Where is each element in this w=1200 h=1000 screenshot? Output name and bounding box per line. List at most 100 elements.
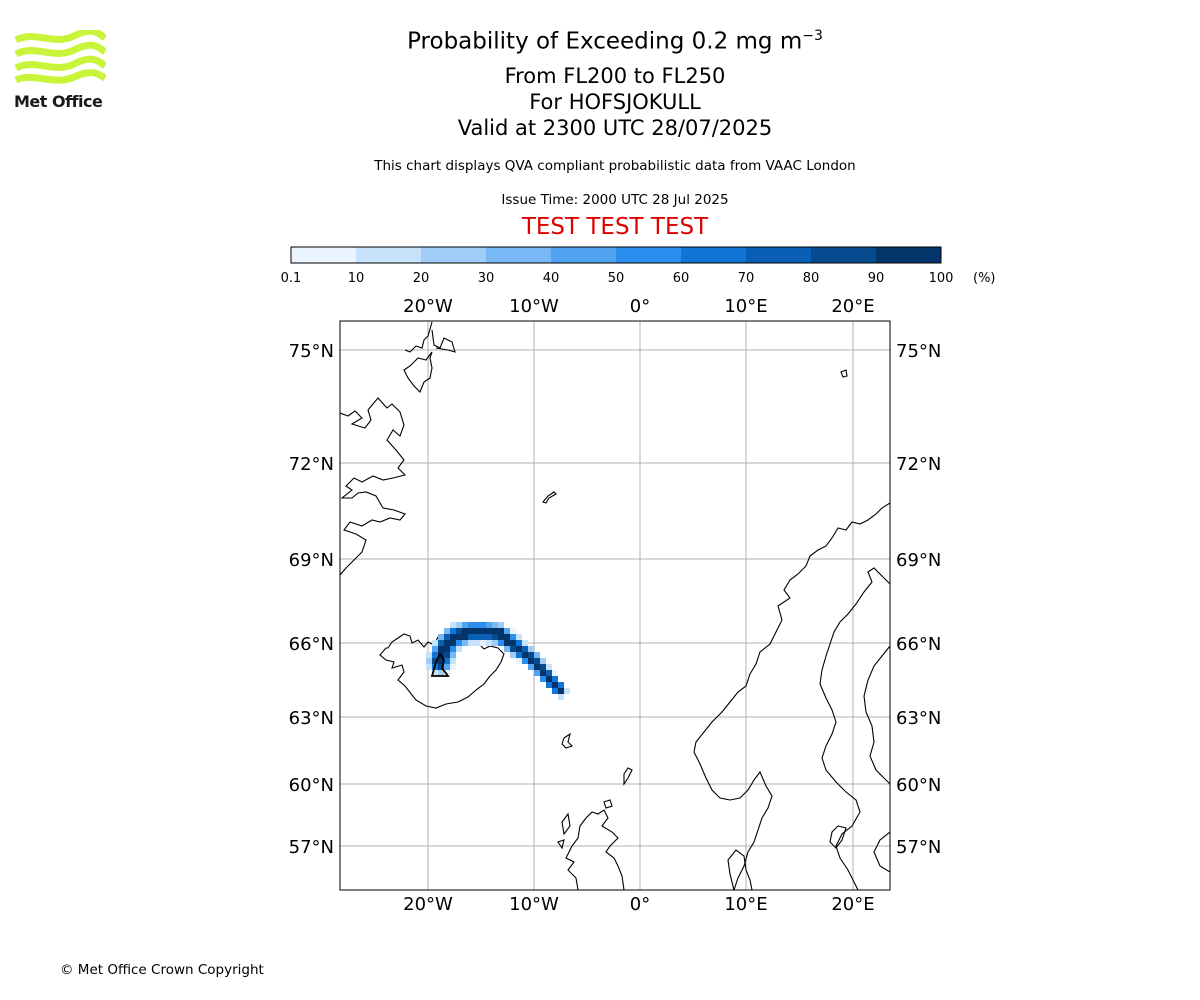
plume-cell	[510, 640, 516, 646]
plume-cell	[510, 628, 516, 634]
coastline-estonia	[873, 831, 890, 873]
lat-tick-label-left: 75°N	[289, 341, 334, 362]
colorbar-tick-label: 20	[412, 271, 430, 286]
title-volcano: For HOFSJOKULL	[529, 90, 701, 114]
lat-tick-label-left: 69°N	[289, 550, 334, 571]
plume-cell	[486, 634, 492, 640]
lat-tick-label-left: 60°N	[289, 775, 334, 796]
coastline-faroe	[561, 732, 574, 749]
colorbar-tick-label: 50	[607, 271, 625, 286]
plume-cell	[516, 634, 522, 640]
plume-cell	[432, 646, 438, 652]
coastline-bear-island	[840, 369, 848, 378]
plume-cell	[438, 634, 444, 640]
lat-tick-label-right: 66°N	[896, 634, 941, 655]
plume-cell	[474, 634, 480, 640]
colorbar-bin	[486, 247, 551, 263]
plume-cell	[498, 622, 504, 628]
colorbar-tick-label: 70	[737, 271, 755, 286]
colorbar-tick-label: 40	[542, 271, 560, 286]
source-region-outline	[430, 652, 450, 677]
lat-tick-label-right: 69°N	[896, 550, 941, 571]
copyright: © Met Office Crown Copyright	[60, 962, 264, 978]
colorbar-tick-label: 30	[477, 271, 495, 286]
plume-cell	[486, 622, 492, 628]
plume-cell	[516, 640, 522, 646]
test-banner: TEST TEST TEST	[521, 214, 709, 240]
plume-cell	[450, 640, 456, 646]
axis-tick-labels: 20°W 20°W 10°W 10°W 0° 0° 10°E 10°E 20°E 20°E 75°N…	[289, 296, 942, 915]
plume-cell	[426, 658, 432, 664]
lon-tick-label-bottom: 10°E	[724, 894, 767, 915]
plume-cell	[480, 622, 486, 628]
plume-cell	[534, 658, 540, 664]
plume-cell	[444, 634, 450, 640]
map-frame	[339, 320, 891, 891]
plume-cell	[438, 640, 444, 646]
coastline-denmark	[727, 849, 753, 890]
plume-cell	[444, 664, 450, 670]
plume-cell	[546, 676, 552, 682]
subtitle: This chart displays QVA compliant probab…	[374, 158, 856, 174]
colorbar-tick-label: 60	[672, 271, 690, 286]
plume-cell	[498, 640, 504, 646]
plume-cell	[516, 658, 522, 664]
plume-cell	[504, 646, 510, 652]
plume-cell	[444, 652, 450, 658]
colorbar-tick-label: 100	[928, 271, 954, 286]
plume-cell	[552, 676, 558, 682]
plume-cell	[432, 658, 438, 664]
coastline-gotland	[829, 825, 847, 849]
plume-cell	[438, 664, 444, 670]
plume-cell	[546, 670, 552, 676]
plume-cell	[444, 640, 450, 646]
colorbar	[290, 246, 942, 264]
plume-cell	[522, 646, 528, 652]
colorbar-frame	[290, 246, 942, 264]
plume-cell	[426, 664, 432, 670]
plume-cell	[468, 634, 474, 640]
plume-cell	[450, 628, 456, 634]
title-valid-time: Valid at 2300 UTC 28/07/2025	[457, 116, 773, 140]
colorbar-bin	[421, 247, 486, 263]
coastline-jan-mayen	[542, 491, 557, 504]
plume-cell	[522, 640, 528, 646]
plume-cell	[450, 652, 456, 658]
colorbar-bin	[746, 247, 811, 263]
plume-cell	[552, 688, 558, 694]
plume-cell	[450, 634, 456, 640]
plume-cell	[474, 622, 480, 628]
plume-cell	[498, 628, 504, 634]
plume-cell	[558, 694, 564, 700]
plume-cell	[522, 658, 528, 664]
plume-cell	[486, 628, 492, 634]
plume-cell	[552, 682, 558, 688]
colorbar-bin	[356, 247, 421, 263]
colorbar-unit: (%)	[973, 271, 996, 286]
ash-probability-plume	[426, 622, 570, 700]
logo-text: Met Office	[14, 92, 103, 111]
plume-cell	[534, 664, 540, 670]
colorbar-bin	[551, 247, 616, 263]
plume-cell	[540, 664, 546, 670]
lat-tick-label-left: 66°N	[289, 634, 334, 655]
map-background	[340, 321, 890, 890]
colorbar-tick-label: 10	[347, 271, 365, 286]
plume-cell	[558, 688, 564, 694]
plume-cell	[540, 670, 546, 676]
plume-cell	[480, 634, 486, 640]
lat-tick-label-left: 72°N	[289, 454, 334, 475]
coastline-norway	[693, 502, 890, 890]
plume-cell	[450, 646, 456, 652]
plume-cell	[444, 658, 450, 664]
plume-cell	[450, 658, 456, 664]
plume-cell	[492, 640, 498, 646]
coastline-hebrides	[557, 812, 571, 850]
coastline-orkney	[603, 799, 613, 809]
plume-cell	[474, 640, 480, 646]
lat-tick-label-left: 57°N	[289, 837, 334, 858]
plume-cell	[534, 670, 540, 676]
coastline-scotland	[565, 809, 625, 890]
lon-tick-label-top: 10°W	[509, 296, 559, 317]
